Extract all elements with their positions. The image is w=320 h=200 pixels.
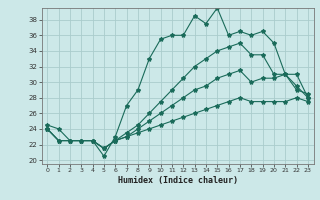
X-axis label: Humidex (Indice chaleur): Humidex (Indice chaleur) — [118, 176, 237, 185]
